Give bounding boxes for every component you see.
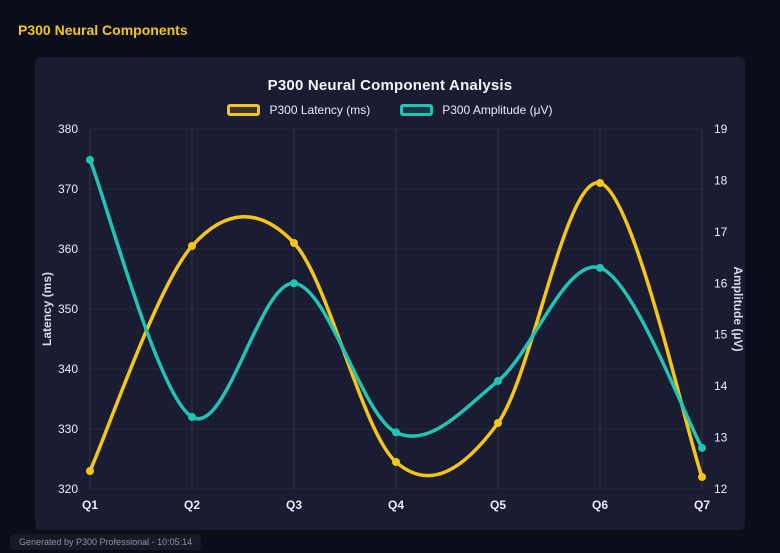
page-title: P300 Neural Components bbox=[18, 22, 188, 38]
chart-legend: P300 Latency (ms) P300 Amplitude (μV) bbox=[35, 103, 745, 117]
legend-label-amplitude: P300 Amplitude (μV) bbox=[442, 103, 553, 117]
legend-item-amplitude[interactable]: P300 Amplitude (μV) bbox=[400, 103, 553, 117]
svg-text:320: 320 bbox=[58, 482, 78, 496]
svg-text:18: 18 bbox=[714, 173, 728, 187]
svg-text:12: 12 bbox=[714, 482, 728, 496]
svg-text:Q5: Q5 bbox=[490, 498, 506, 512]
svg-text:14: 14 bbox=[714, 379, 728, 393]
svg-text:13: 13 bbox=[714, 431, 728, 445]
svg-text:Q6: Q6 bbox=[592, 498, 608, 512]
svg-text:340: 340 bbox=[58, 362, 78, 376]
svg-text:17: 17 bbox=[714, 225, 728, 239]
chart-panel: 320 330 340 350 360 370 380 12 13 14 15 16 17 18 19 Q1 Q… bbox=[35, 57, 745, 530]
svg-text:380: 380 bbox=[58, 122, 78, 136]
latency-legend-swatch bbox=[227, 104, 261, 116]
svg-text:Q2: Q2 bbox=[184, 498, 200, 512]
svg-text:16: 16 bbox=[714, 276, 728, 290]
svg-text:360: 360 bbox=[58, 242, 78, 256]
generated-by-badge: Generated by P300 Professional - 10:05:1… bbox=[10, 534, 202, 550]
svg-text:15: 15 bbox=[714, 328, 728, 342]
svg-text:Q3: Q3 bbox=[286, 498, 302, 512]
svg-text:350: 350 bbox=[58, 302, 78, 316]
svg-text:370: 370 bbox=[58, 182, 78, 196]
svg-text:Q4: Q4 bbox=[388, 498, 404, 512]
svg-text:Q1: Q1 bbox=[82, 498, 98, 512]
svg-text:19: 19 bbox=[714, 122, 728, 136]
legend-label-latency: P300 Latency (ms) bbox=[269, 103, 371, 117]
chart-title: P300 Neural Component Analysis bbox=[267, 77, 513, 94]
amplitude-legend-swatch bbox=[400, 104, 434, 116]
svg-text:Latency (ms): Latency (ms) bbox=[40, 272, 54, 346]
svg-text:Amplitude (μV): Amplitude (μV) bbox=[731, 266, 745, 351]
line-chart-canvas: 320 330 340 350 360 370 380 12 13 14 15 16 17 18 19 Q1 Q… bbox=[40, 122, 745, 512]
svg-text:330: 330 bbox=[58, 422, 78, 436]
svg-text:Q7: Q7 bbox=[694, 498, 710, 512]
legend-item-latency[interactable]: P300 Latency (ms) bbox=[227, 103, 370, 117]
